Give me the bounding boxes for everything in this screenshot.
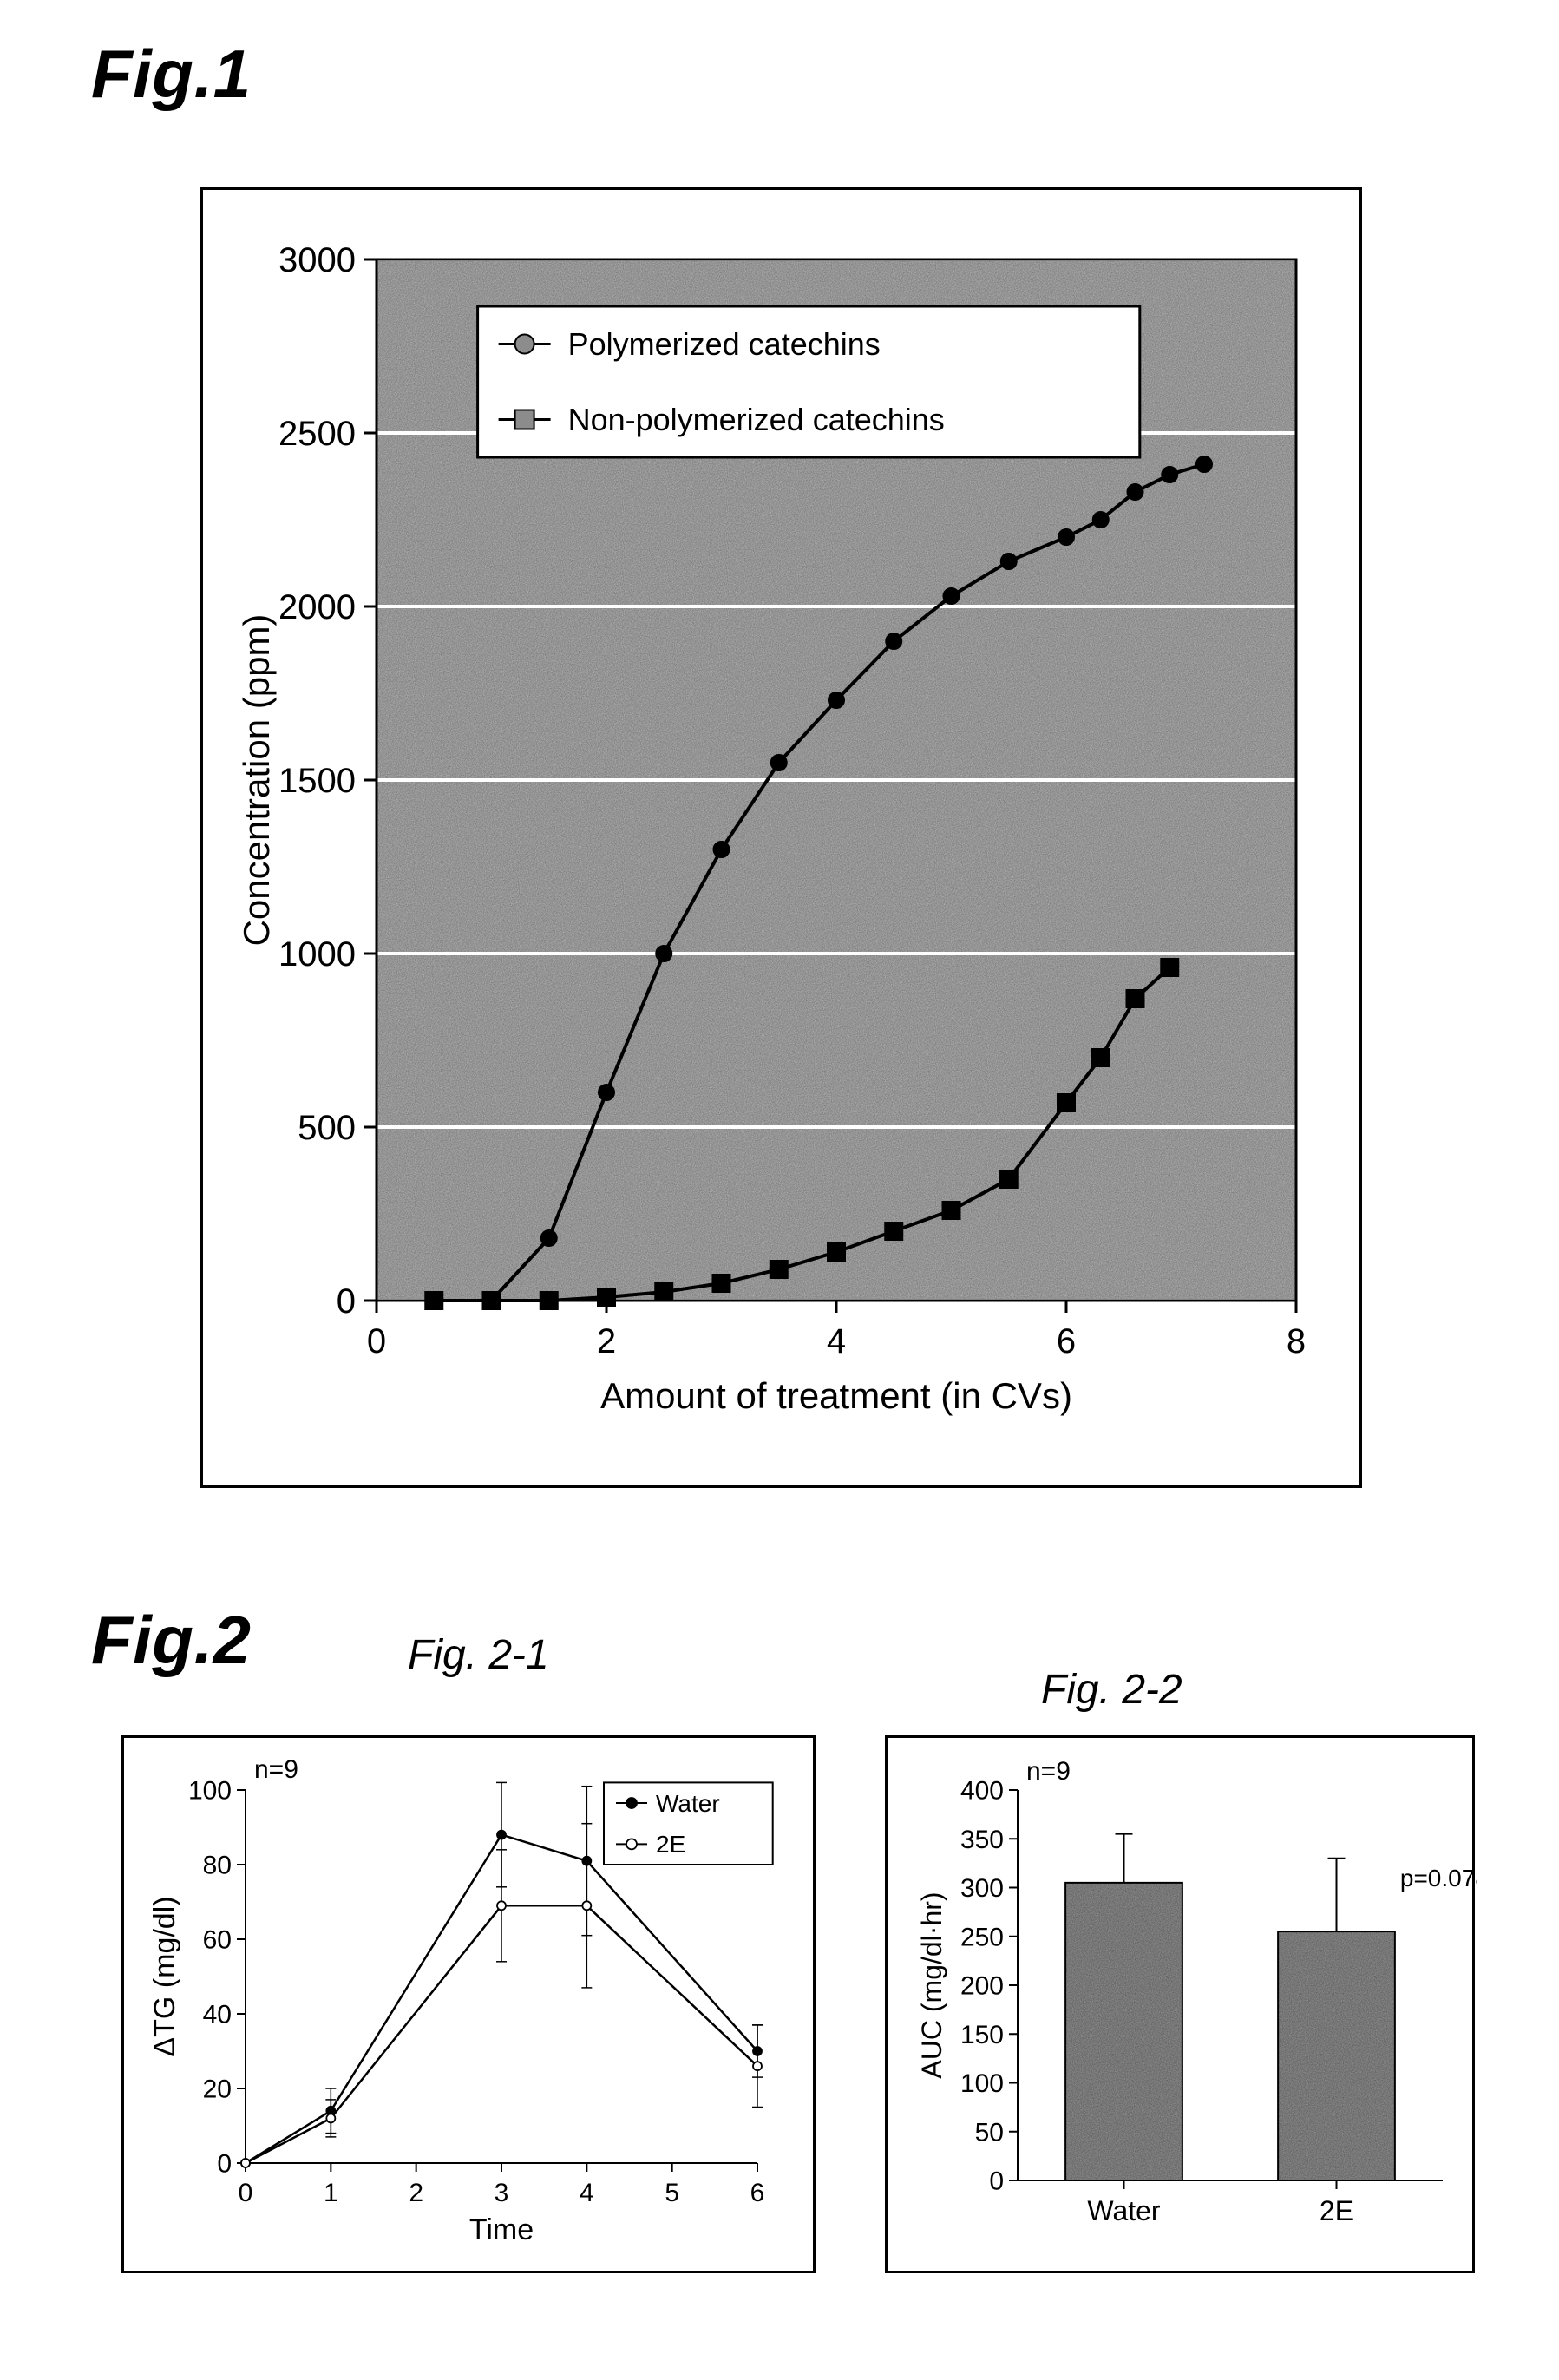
svg-text:Amount of treatment (in CVs): Amount of treatment (in CVs) <box>600 1375 1072 1416</box>
svg-text:n=9: n=9 <box>254 1755 298 1784</box>
svg-text:1: 1 <box>324 2179 338 2207</box>
svg-text:6: 6 <box>750 2179 765 2207</box>
svg-text:2000: 2000 <box>278 588 356 626</box>
svg-text:1500: 1500 <box>278 762 356 800</box>
page: Fig.1 02468050010001500200025003000Amoun… <box>0 0 1559 2380</box>
svg-text:500: 500 <box>298 1109 356 1147</box>
fig1-chart: 0 2 4 6 8 0 500 1000 1500 2000 2500 3000 Amount of t… <box>203 190 1366 1492</box>
svg-text:6: 6 <box>1057 1322 1076 1360</box>
svg-text:Polymerized catechins: Polymerized catechins <box>568 326 881 362</box>
svg-text:100: 100 <box>188 1777 232 1806</box>
fig1-title: Fig.1 <box>91 35 252 114</box>
svg-text:n=9: n=9 <box>1026 1757 1071 1786</box>
svg-text:0: 0 <box>989 2167 1004 2196</box>
svg-text:Water: Water <box>1087 2195 1161 2226</box>
svg-text:40: 40 <box>203 2001 232 2029</box>
svg-text:80: 80 <box>203 1852 232 1880</box>
fig2-1-frame: 0123456020406080100TimeΔTG (mg/dl)n=9Wat… <box>121 1735 816 2273</box>
svg-text:Non-polymerized catechins: Non-polymerized catechins <box>568 402 945 437</box>
svg-text:300: 300 <box>960 1874 1004 1903</box>
svg-text:Time: Time <box>469 2213 534 2246</box>
svg-text:ΔTG (mg/dl): ΔTG (mg/dl) <box>148 1896 181 2056</box>
svg-text:2E: 2E <box>1320 2195 1353 2226</box>
svg-text:3000: 3000 <box>278 241 356 279</box>
svg-text:250: 250 <box>960 1923 1004 1951</box>
fig2-1-subtitle: Fig. 2-1 <box>408 1631 549 1679</box>
fig2-2-frame: 0 50 100 150 200 250 300 350 400 AUC (mg/dl·hr) n=… <box>885 1735 1475 2273</box>
svg-text:200: 200 <box>960 1972 1004 2001</box>
svg-text:Concentration (ppm): Concentration (ppm) <box>236 614 277 947</box>
svg-text:3: 3 <box>495 2179 509 2207</box>
svg-text:2500: 2500 <box>278 415 356 453</box>
svg-text:2: 2 <box>409 2179 423 2207</box>
svg-text:8: 8 <box>1287 1322 1306 1360</box>
fig2-1-chart: 0123456020406080100TimeΔTG (mg/dl)n=9Wat… <box>124 1738 818 2276</box>
svg-text:0: 0 <box>367 1322 386 1360</box>
svg-text:150: 150 <box>960 2021 1004 2049</box>
svg-text:AUC (mg/dl·hr): AUC (mg/dl·hr) <box>916 1892 947 2078</box>
svg-text:Water: Water <box>656 1790 720 1817</box>
svg-text:4: 4 <box>580 2179 594 2207</box>
svg-text:100: 100 <box>960 2069 1004 2098</box>
fig1-frame: 0 2 4 6 8 0 500 1000 1500 2000 2500 3000 Amount of t… <box>200 187 1362 1488</box>
svg-text:350: 350 <box>960 1826 1004 1854</box>
svg-text:2E: 2E <box>656 1831 685 1858</box>
svg-text:0: 0 <box>239 2179 253 2207</box>
svg-text:5: 5 <box>665 2179 679 2207</box>
svg-text:2: 2 <box>597 1322 616 1360</box>
fig2-title: Fig.2 <box>91 1601 252 1680</box>
svg-text:0: 0 <box>337 1282 356 1321</box>
svg-text:1000: 1000 <box>278 935 356 974</box>
svg-text:400: 400 <box>960 1777 1004 1806</box>
svg-text:0: 0 <box>217 2150 232 2179</box>
svg-text:4: 4 <box>827 1322 846 1360</box>
svg-text:20: 20 <box>203 2075 232 2104</box>
fig2-2-subtitle: Fig. 2-2 <box>1041 1666 1182 1714</box>
svg-text:60: 60 <box>203 1926 232 1955</box>
svg-text:p=0.078: p=0.078 <box>1400 1865 1477 1892</box>
svg-text:50: 50 <box>975 2118 1004 2147</box>
fig2-2-chart: 0 50 100 150 200 250 300 350 400 AUC (mg/dl·hr) n=… <box>888 1738 1477 2276</box>
